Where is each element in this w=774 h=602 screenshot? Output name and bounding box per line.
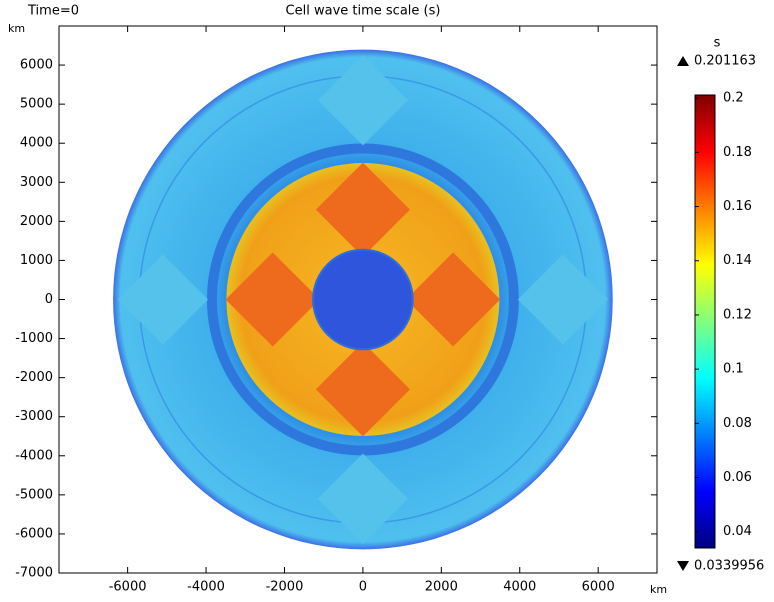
y-tick-label: -4000 [15,448,53,463]
y-tick-label: -3000 [15,409,53,424]
shell-band [206,143,519,456]
y-tick-label: -5000 [15,487,53,502]
x-tick-label: 4000 [503,580,536,595]
colorbar-tick-label: 0.06 [723,470,752,485]
y-tick-label: -1000 [15,331,53,346]
chart-title: Cell wave time scale (s) [286,4,441,19]
y-tick-label: -7000 [15,566,53,581]
min-marker [677,561,689,571]
x-unit: km [650,583,667,596]
surface-field [113,49,613,550]
y-unit: km [8,22,25,35]
y-tick-label: 2000 [20,214,53,229]
colorbar-unit: s [714,36,721,51]
colorbar-tick-label: 0.14 [723,253,752,268]
y-tick-label: 0 [45,292,53,307]
mantle-diamond [517,254,608,345]
inner-core [312,248,414,351]
colorbar-max: 0.201163 [694,54,756,69]
x-tick-label: -6000 [109,580,147,595]
max-marker [677,56,689,66]
colorbar-tick-label: 0.18 [723,145,752,160]
y-tick-label: -2000 [15,370,53,385]
core-diamond [225,252,320,347]
colorbar-min: 0.0339956 [694,559,764,574]
colorbar-tick-label: 0.1 [723,362,744,377]
colorbar-tick-label: 0.04 [723,524,752,539]
y-tick-label: 1000 [20,253,53,268]
x-tick-label: -4000 [187,580,225,595]
y-tick-label: -6000 [15,526,53,541]
colorbar-tick-label: 0.16 [723,199,752,214]
y-tick-label: 3000 [20,175,53,190]
y-tick-label: 6000 [20,58,53,73]
core-diamond [315,162,410,257]
core-diamond [315,342,410,437]
mantle-diamond [317,55,408,146]
x-tick-label: 6000 [582,580,615,595]
y-tick-label: 4000 [20,136,53,151]
mantle-diamond [317,453,408,544]
y-tick-label: 5000 [20,97,53,112]
x-tick-label: -2000 [266,580,304,595]
x-tick-label: 0 [359,580,367,595]
mantle-diamond [117,254,209,345]
time-label: Time=0 [27,4,79,19]
colorbar [694,94,716,549]
colorbar-tick-label: 0.08 [723,416,752,431]
x-tick-label: 2000 [425,580,458,595]
colorbar-tick-label: 0.12 [723,307,752,322]
core-diamond [406,252,501,347]
colorbar-tick-label: 0.2 [723,91,744,106]
